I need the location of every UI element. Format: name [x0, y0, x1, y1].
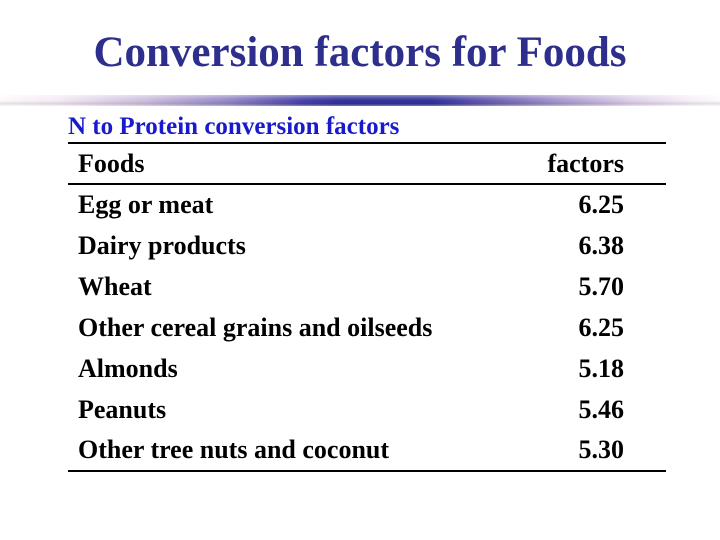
table-row: Peanuts 5.46	[68, 389, 666, 430]
food-name-cell: Egg or meat	[78, 190, 214, 219]
factor-value-cell: 5.30	[519, 430, 666, 472]
conversion-table-area: N to Protein conversion factors Foods fa…	[68, 112, 666, 472]
slide-title: Conversion factors for Foods	[93, 29, 627, 76]
column-header-foods: Foods	[68, 144, 520, 185]
food-name-cell: Almonds	[78, 353, 178, 383]
food-name-cell: Dairy products	[78, 230, 246, 260]
factor-value-cell: 6.38	[578, 230, 625, 260]
factor-value-cell: 6.25	[578, 312, 625, 342]
factor-value-cell: 5.18	[578, 353, 625, 383]
factor-value-cell: 5.70	[578, 271, 625, 301]
table-row: Other tree nuts and coconut 5.30	[68, 430, 666, 472]
food-name-cell: Other cereal grains and oilseeds	[78, 312, 433, 342]
table-row: Almonds 5.18	[68, 348, 666, 389]
table-header-row: Foods factors	[68, 144, 666, 185]
table-row: Other cereal grains and oilseeds 6.25	[68, 307, 666, 348]
food-name-cell: Other tree nuts and coconut	[68, 430, 520, 472]
table-row: Egg or meat 6.25	[68, 184, 666, 225]
table-caption: N to Protein conversion factors	[68, 112, 666, 144]
factor-value-cell: 5.46	[578, 394, 625, 424]
column-header-factors: factors	[519, 144, 666, 185]
table-row: Wheat 5.70	[68, 266, 666, 307]
table-row: Dairy products 6.38	[68, 225, 666, 266]
food-name-cell: Wheat	[78, 271, 152, 301]
food-name-cell: Peanuts	[78, 394, 167, 424]
title-divider-bar	[0, 95, 720, 106]
factor-value-cell: 6.25	[578, 190, 625, 219]
conversion-factors-table: Foods factors Egg or meat 6.25 Dairy pro…	[68, 144, 666, 472]
